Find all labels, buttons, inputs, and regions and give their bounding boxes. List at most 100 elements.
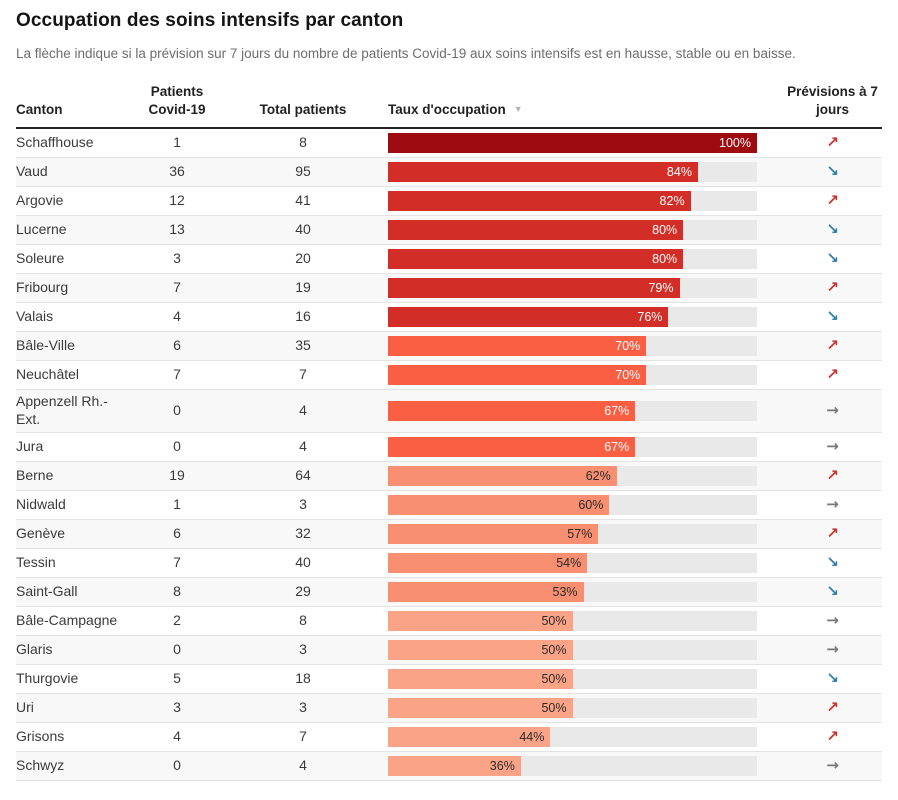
occupancy-bar-cell: 50% xyxy=(388,697,757,718)
occupancy-bar-cell: 53% xyxy=(388,581,757,602)
forecast-cell: → xyxy=(757,399,882,423)
column-header-canton[interactable]: Canton xyxy=(16,101,63,117)
occupancy-bar-track: 60% xyxy=(388,494,757,515)
covid-patients-value: 6 xyxy=(173,337,181,354)
occupancy-bar-cell: 44% xyxy=(388,726,757,747)
covid-patients-value: 7 xyxy=(173,366,181,383)
occupancy-bar-cell: 82% xyxy=(388,191,757,212)
occupancy-bar: 80% xyxy=(388,220,684,241)
table-row: Argovie 12 41 82% ↗ xyxy=(16,187,882,217)
trend-up-arrow-icon: ↗ xyxy=(826,523,839,542)
occupancy-percent-label: 80% xyxy=(652,223,678,238)
covid-patients-value: 1 xyxy=(173,495,181,512)
occupancy-bar-track: 70% xyxy=(388,365,757,386)
forecast-cell: ↗ xyxy=(757,522,882,546)
total-patients-value: 19 xyxy=(295,279,311,296)
column-header-previsions[interactable]: Prévisions à 7 jours xyxy=(787,84,878,117)
trend-up-arrow-icon: ↗ xyxy=(826,133,839,152)
table-header-row: Canton Patients Covid-19 Total patients … xyxy=(16,83,882,130)
occupancy-bar: 70% xyxy=(388,336,647,357)
occupancy-percent-label: 82% xyxy=(659,194,685,209)
occupancy-bar: 67% xyxy=(388,436,636,457)
canton-name: Schaffhouse xyxy=(16,134,94,151)
occupancy-percent-label: 67% xyxy=(604,439,630,454)
occupancy-bar-track: 82% xyxy=(388,191,757,212)
occupancy-bar-track: 70% xyxy=(388,336,757,357)
total-patients-value: 40 xyxy=(295,553,311,570)
forecast-cell: ↘ xyxy=(757,667,882,691)
canton-name: Schwyz xyxy=(16,756,65,773)
table-row: Uri 3 3 50% ↗ xyxy=(16,693,882,723)
occupancy-bar-track: 54% xyxy=(388,552,757,573)
trend-up-arrow-icon: ↗ xyxy=(826,465,839,484)
occupancy-percent-label: 60% xyxy=(578,497,604,512)
total-patients-value: 4 xyxy=(299,756,307,773)
occupancy-bar: 76% xyxy=(388,307,669,328)
occupancy-bar-cell: 80% xyxy=(388,220,757,241)
forecast-cell: ↘ xyxy=(757,160,882,184)
occupancy-percent-label: 53% xyxy=(552,584,578,599)
covid-patients-value: 0 xyxy=(173,402,181,419)
forecast-cell: → xyxy=(757,754,882,778)
occupancy-percent-label: 70% xyxy=(615,368,641,383)
occupancy-bar: 84% xyxy=(388,162,698,183)
total-patients-value: 3 xyxy=(299,698,307,715)
table-row: Nidwald 1 3 60% → xyxy=(16,491,882,520)
total-patients-value: 16 xyxy=(295,308,311,325)
table-row: Bâle-Campagne 2 8 50% → xyxy=(16,607,882,636)
covid-patients-value: 36 xyxy=(169,163,185,180)
total-patients-value: 7 xyxy=(299,727,307,744)
occupancy-bar-cell: 60% xyxy=(388,494,757,515)
forecast-cell: ↗ xyxy=(757,696,882,720)
table-row: Genève 6 32 57% ↗ xyxy=(16,519,882,549)
canton-name: Saint-Gall xyxy=(16,582,78,599)
occupancy-bar-track: 57% xyxy=(388,523,757,544)
occupancy-bar-cell: 79% xyxy=(388,278,757,299)
forecast-cell: ↘ xyxy=(757,218,882,242)
occupancy-bar: 50% xyxy=(388,610,573,631)
forecast-cell: ↗ xyxy=(757,464,882,488)
occupancy-bar-track: 67% xyxy=(388,401,757,421)
column-header-patients-covid[interactable]: Patients Covid-19 xyxy=(148,84,206,117)
total-patients-value: 40 xyxy=(295,221,311,238)
occupancy-bar-cell: 62% xyxy=(388,465,757,486)
total-patients-value: 3 xyxy=(299,640,307,657)
column-header-taux-occupation-label: Taux d'occupation xyxy=(388,101,506,117)
canton-name: Neuchâtel xyxy=(16,366,80,383)
occupancy-bar-track: 36% xyxy=(388,755,757,776)
total-patients-value: 29 xyxy=(295,582,311,599)
covid-patients-value: 2 xyxy=(173,611,181,628)
column-header-taux-occupation[interactable]: Taux d'occupation ▼ xyxy=(388,101,757,119)
occupancy-bar: 82% xyxy=(388,191,691,212)
trend-down-arrow-icon: ↘ xyxy=(826,581,839,600)
occupancy-percent-label: 84% xyxy=(666,165,692,180)
occupancy-bar-track: 62% xyxy=(388,465,757,486)
forecast-cell: ↗ xyxy=(757,334,882,358)
occupancy-bar: 67% xyxy=(388,401,636,421)
occupancy-bar: 70% xyxy=(388,365,647,386)
column-header-total-patients[interactable]: Total patients xyxy=(259,101,347,117)
table-row: Schaffhouse 1 8 100% ↗ xyxy=(16,129,882,159)
occupancy-percent-label: 79% xyxy=(648,281,674,296)
forecast-cell: ↗ xyxy=(757,189,882,213)
total-patients-value: 8 xyxy=(299,134,307,151)
table-row: Berne 19 64 62% ↗ xyxy=(16,461,882,491)
occupancy-bar: 80% xyxy=(388,249,684,270)
occupancy-bar-track: 80% xyxy=(388,220,757,241)
occupancy-bar-track: 67% xyxy=(388,436,757,457)
covid-patients-value: 7 xyxy=(173,279,181,296)
occupancy-bar-track: 100% xyxy=(388,133,757,154)
occupancy-percent-label: 54% xyxy=(556,555,582,570)
trend-stable-arrow-icon: → xyxy=(826,755,839,774)
table-body: Schaffhouse 1 8 100% ↗ Vaud 36 95 84% ↘ Argovie 12 4… xyxy=(16,129,882,781)
total-patients-value: 64 xyxy=(295,466,311,483)
trend-stable-arrow-icon: → xyxy=(826,401,839,420)
canton-name: Glaris xyxy=(16,640,53,657)
occupancy-bar-cell: 67% xyxy=(388,401,757,421)
total-patients-value: 20 xyxy=(295,250,311,267)
occupancy-bar-track: 50% xyxy=(388,697,757,718)
occupancy-bar-cell: 70% xyxy=(388,336,757,357)
total-patients-value: 41 xyxy=(295,192,311,209)
occupancy-bar-cell: 54% xyxy=(388,552,757,573)
forecast-cell: ↗ xyxy=(757,725,882,749)
